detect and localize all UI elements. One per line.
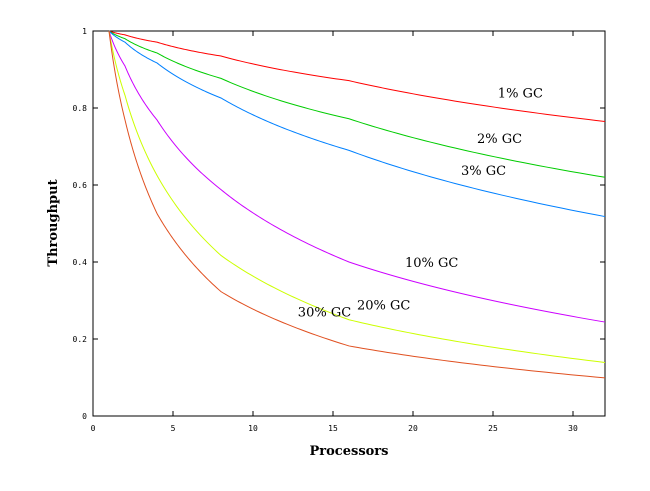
y-axis-title: Throughput: [46, 179, 61, 266]
series-line-1pct-gc: [108, 30, 606, 122]
x-tick-label: 15: [328, 424, 338, 433]
x-axis-title: Processors: [310, 444, 389, 459]
tick-labels: 0 5 10 15 20 25 30 0 0.2 0.4 0.6 0.8 1: [73, 27, 578, 433]
x-tick-label: 10: [248, 424, 258, 433]
axis-ticks: [92, 30, 605, 417]
series-label: 10% GC: [405, 256, 458, 271]
y-tick-label: 0.4: [73, 258, 88, 267]
y-tick-label: 0: [82, 412, 87, 421]
series-label: 1% GC: [498, 87, 543, 102]
series-lines: [108, 30, 606, 379]
series-label: 2% GC: [477, 132, 522, 147]
plot-frame: [92, 30, 606, 417]
series-labels: 1% GC 2% GC 3% GC 10% GC 20% GC 30% GC: [298, 87, 543, 321]
series-line-2pct-gc: [108, 30, 606, 178]
series-line-3pct-gc: [108, 30, 606, 218]
x-tick-label: 20: [408, 424, 418, 433]
y-tick-label: 0.6: [73, 181, 88, 190]
series-line-20pct-gc: [108, 30, 606, 363]
x-tick-label: 25: [488, 424, 498, 433]
series-line-10pct-gc: [108, 30, 606, 323]
y-tick-label: 0.2: [73, 335, 88, 344]
x-tick-label: 5: [171, 424, 176, 433]
x-tick-label: 30: [568, 424, 578, 433]
series-label: 3% GC: [461, 164, 506, 179]
y-tick-label: 0.8: [73, 104, 88, 113]
y-tick-label: 1: [82, 27, 87, 36]
series-label: 30% GC: [298, 305, 351, 320]
series-label: 20% GC: [357, 299, 410, 314]
series-line-30pct-gc: [108, 30, 606, 379]
x-tick-label: 0: [91, 424, 96, 433]
